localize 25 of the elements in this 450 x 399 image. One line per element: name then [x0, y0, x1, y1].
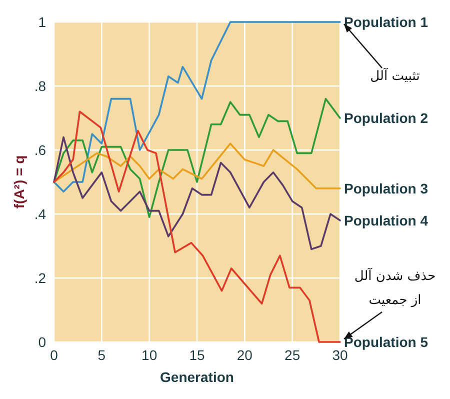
y-tick-label: .4 — [34, 206, 46, 222]
annotation: تثبیت آلل — [370, 69, 420, 84]
line-series — [53, 98, 341, 218]
series-label: Population 3 — [344, 180, 428, 196]
x-tick-label: 20 — [236, 347, 253, 363]
line-series — [53, 136, 341, 250]
series-label: Population 4 — [344, 212, 428, 228]
x-tick-label: 30 — [332, 347, 348, 363]
y-axis-title: f(A²) = q — [11, 155, 27, 209]
y-tick-label: 1 — [38, 14, 46, 30]
x-tick-label: 15 — [189, 347, 205, 363]
x-tick-label: 0 — [50, 347, 58, 363]
y-tick-label: .8 — [34, 78, 46, 94]
x-tick-label: 25 — [284, 347, 300, 363]
series-label: Population 1 — [344, 14, 428, 30]
x-tick-label: 5 — [98, 347, 106, 363]
y-tick-label: .2 — [34, 270, 46, 286]
series-label: Population 2 — [344, 110, 428, 126]
line-series — [53, 142, 341, 190]
y-tick-label: 0 — [38, 334, 46, 350]
x-axis-title: Generation — [160, 369, 234, 385]
y-tick-label: .6 — [34, 142, 46, 158]
x-tick-label: 10 — [142, 347, 158, 363]
annotation: حذف شدن آلل از جمعیت — [354, 269, 436, 308]
series-label: Population 5 — [344, 334, 428, 350]
